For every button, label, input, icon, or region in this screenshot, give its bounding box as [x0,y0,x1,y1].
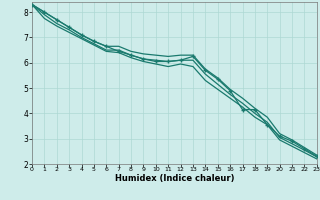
X-axis label: Humidex (Indice chaleur): Humidex (Indice chaleur) [115,174,234,183]
